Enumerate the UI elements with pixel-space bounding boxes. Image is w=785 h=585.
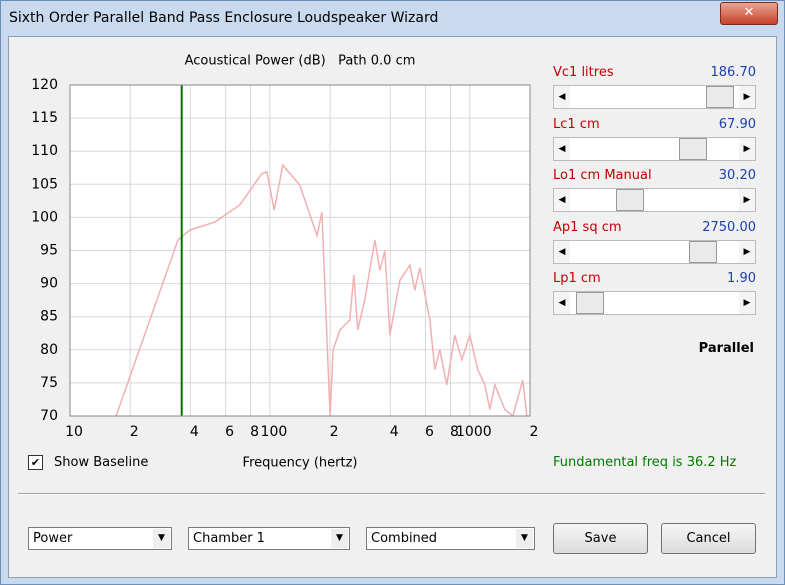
y-tick-label: 105 — [31, 176, 58, 192]
slider[interactable]: ◀ ▶ — [553, 136, 756, 161]
x-tick-label: 1000 — [456, 424, 492, 440]
slider-left-arrow[interactable]: ◀ — [554, 189, 570, 211]
dropdown-arrow[interactable]: ▼ — [153, 529, 170, 548]
dropdown-value: Chamber 1 — [193, 531, 265, 546]
slider-right-arrow[interactable]: ▶ — [739, 137, 755, 160]
slider-thumb[interactable] — [616, 189, 644, 211]
x-tick-label: 8 — [250, 424, 259, 440]
slider-thumb[interactable] — [576, 292, 604, 314]
x-tick-label: 8 — [450, 424, 459, 440]
x-tick-label: 2 — [330, 424, 339, 440]
x-axis-label: Frequency (hertz) — [243, 456, 358, 471]
data-line — [115, 163, 528, 416]
separator — [18, 493, 765, 495]
window-title: Sixth Order Parallel Band Pass Enclosure… — [9, 10, 439, 26]
y-tick-label: 120 — [31, 77, 58, 93]
slider-left-arrow[interactable]: ◀ — [554, 292, 570, 314]
y-tick-label: 115 — [31, 110, 58, 126]
parameter-value: 1.90 — [727, 271, 756, 286]
parameter-label: Vc1 litres — [553, 65, 614, 80]
slider[interactable]: ◀ ▶ — [553, 239, 756, 264]
mode-label: Parallel — [698, 341, 754, 356]
parameter-value: 30.20 — [718, 168, 756, 183]
slider-right-arrow[interactable]: ▶ — [739, 292, 755, 314]
y-tick-label: 85 — [40, 309, 58, 325]
parameter-label: Ap1 sq cm — [553, 219, 622, 235]
dropdown[interactable]: Combined ▼ — [366, 527, 535, 550]
slider-left-arrow[interactable]: ◀ — [554, 86, 570, 108]
y-tick-label: 95 — [40, 243, 58, 259]
y-tick-label: 70 — [40, 408, 58, 424]
dropdown-value: Power — [33, 531, 73, 546]
slider[interactable]: ◀ ▶ — [553, 291, 756, 315]
checkbox-label[interactable]: Show Baseline — [54, 455, 149, 470]
dropdown-arrow[interactable]: ▼ — [516, 529, 533, 548]
y-tick-label: 80 — [40, 342, 58, 358]
slider-right-arrow[interactable]: ▶ — [739, 240, 755, 263]
y-tick-label: 75 — [40, 375, 58, 391]
dropdown-arrow[interactable]: ▼ — [331, 529, 348, 548]
slider-thumb[interactable] — [679, 137, 707, 160]
x-tick-label: 10 — [65, 424, 83, 440]
parameter-value: 186.70 — [710, 65, 757, 80]
slider-right-arrow[interactable]: ▶ — [739, 86, 755, 108]
dropdown[interactable]: Chamber 1 ▼ — [188, 527, 350, 550]
x-tick-label: 6 — [425, 424, 434, 440]
slider-thumb[interactable] — [706, 86, 734, 108]
dropdown[interactable]: Power ▼ — [28, 527, 172, 550]
x-tick-label: 4 — [390, 424, 399, 440]
y-tick-label: 110 — [31, 143, 58, 159]
x-tick-label: 100 — [261, 424, 288, 440]
slider[interactable]: ◀ ▶ — [553, 188, 756, 212]
chart-title: Acoustical Power (dB) Path 0.0 cm — [185, 54, 416, 69]
y-tick-label: 100 — [31, 209, 58, 225]
x-tick-label: 4 — [190, 424, 199, 440]
x-tick-label: 6 — [225, 424, 234, 440]
dropdown-value: Combined — [371, 531, 438, 546]
x-tick-label: 2 — [130, 424, 139, 440]
parameter-label: Lc1 cm — [553, 116, 600, 132]
parameter-value: 67.90 — [718, 116, 756, 132]
parameter-label: Lo1 cm Manual — [553, 168, 652, 183]
slider-right-arrow[interactable]: ▶ — [739, 189, 755, 211]
y-tick-label: 90 — [40, 276, 58, 292]
plot-border — [69, 84, 531, 417]
slider-left-arrow[interactable]: ◀ — [554, 240, 570, 263]
status-text: Fundamental freq is 36.2 Hz — [553, 455, 737, 470]
button[interactable]: Cancel — [661, 523, 756, 554]
parameter-label: Lp1 cm — [553, 271, 601, 286]
close-button[interactable]: ✕ — [720, 2, 778, 25]
slider[interactable]: ◀ ▶ — [553, 85, 756, 109]
checkbox[interactable]: ✔ — [28, 455, 43, 470]
slider-thumb[interactable] — [689, 240, 717, 263]
button[interactable]: Save — [553, 523, 648, 554]
x-tick-label: 2 — [530, 424, 539, 440]
slider-left-arrow[interactable]: ◀ — [554, 137, 570, 160]
parameter-value: 2750.00 — [702, 219, 756, 235]
